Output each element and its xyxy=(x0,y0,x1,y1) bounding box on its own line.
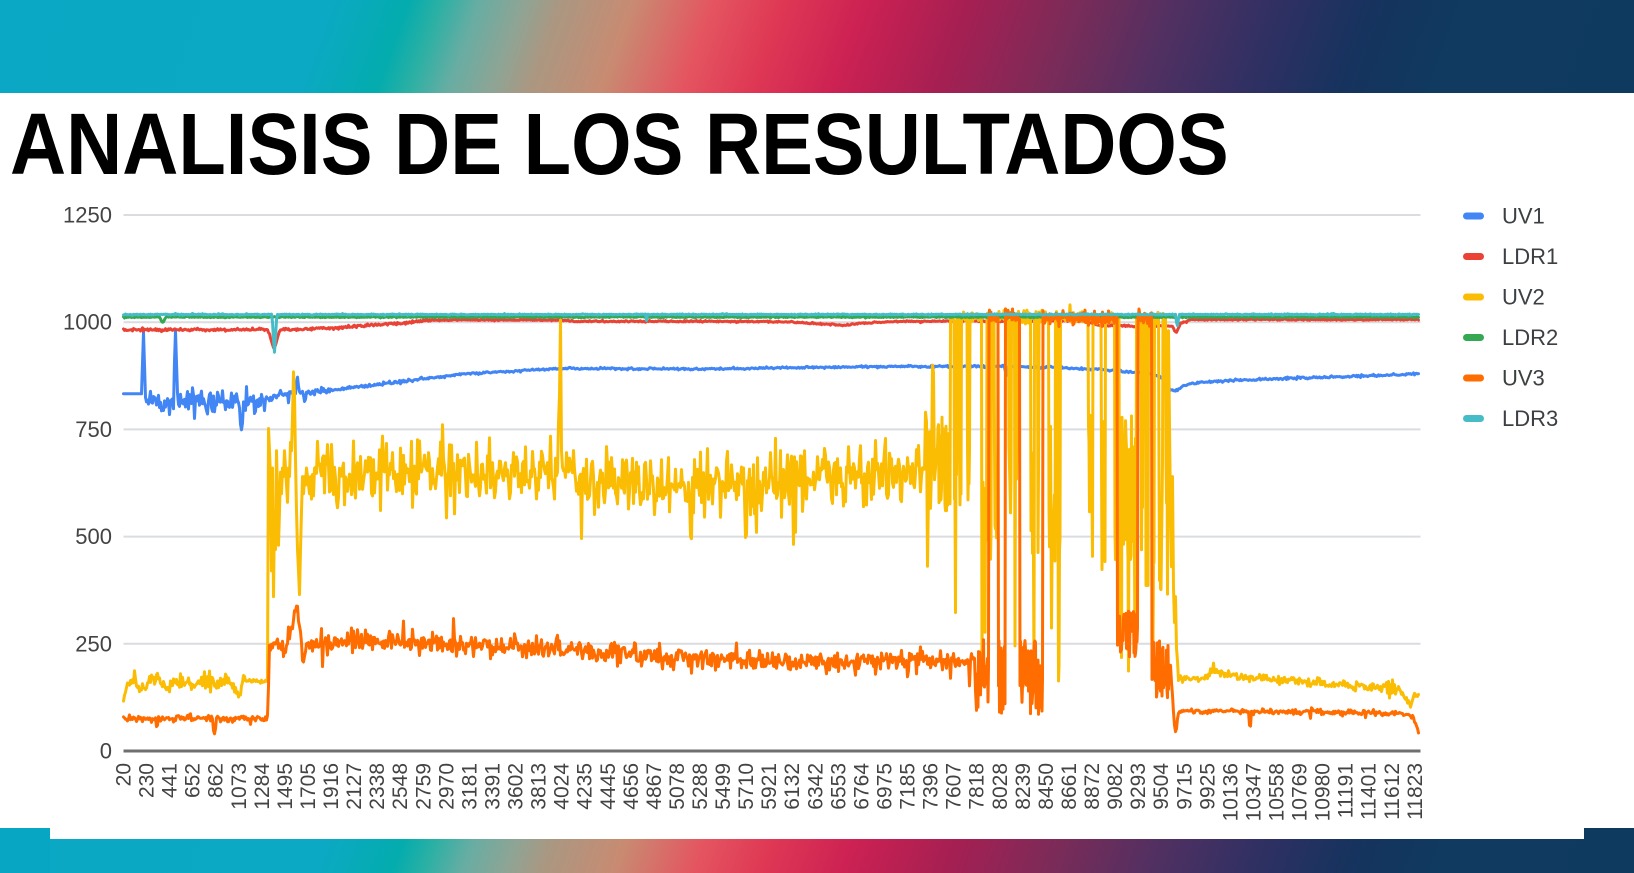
svg-text:652: 652 xyxy=(182,763,205,798)
svg-text:5288: 5288 xyxy=(689,763,712,810)
svg-text:LDR1: LDR1 xyxy=(1502,244,1558,269)
svg-text:8661: 8661 xyxy=(1058,763,1081,810)
svg-text:9715: 9715 xyxy=(1173,763,1196,810)
svg-text:10558: 10558 xyxy=(1266,763,1289,821)
svg-text:11823: 11823 xyxy=(1404,763,1427,820)
svg-text:6342: 6342 xyxy=(804,763,827,810)
svg-text:2970: 2970 xyxy=(435,763,458,810)
svg-text:750: 750 xyxy=(75,417,112,442)
svg-text:9293: 9293 xyxy=(1127,763,1150,810)
svg-text:9082: 9082 xyxy=(1104,763,1127,810)
svg-text:1284: 1284 xyxy=(251,763,274,810)
svg-text:8450: 8450 xyxy=(1035,763,1058,810)
svg-text:7396: 7396 xyxy=(920,763,943,810)
svg-text:1495: 1495 xyxy=(274,763,297,810)
svg-text:230: 230 xyxy=(136,763,159,798)
svg-text:11612: 11612 xyxy=(1381,763,1404,820)
svg-text:4024: 4024 xyxy=(551,763,574,810)
svg-text:7607: 7607 xyxy=(943,763,966,810)
svg-text:5921: 5921 xyxy=(758,763,781,810)
svg-text:10980: 10980 xyxy=(1312,763,1335,821)
svg-text:1250: 1250 xyxy=(63,203,112,228)
svg-text:500: 500 xyxy=(75,524,112,549)
svg-text:1916: 1916 xyxy=(320,763,343,810)
svg-text:862: 862 xyxy=(205,763,228,798)
svg-text:3391: 3391 xyxy=(482,763,505,810)
svg-text:20: 20 xyxy=(113,763,136,786)
svg-text:3181: 3181 xyxy=(458,763,481,810)
svg-text:7185: 7185 xyxy=(897,763,920,810)
svg-text:11191: 11191 xyxy=(1335,763,1358,818)
svg-text:6764: 6764 xyxy=(850,763,873,810)
svg-text:UV1: UV1 xyxy=(1502,204,1545,229)
svg-text:8239: 8239 xyxy=(1012,763,1035,810)
svg-text:3813: 3813 xyxy=(528,763,551,810)
svg-text:2548: 2548 xyxy=(389,763,412,810)
svg-text:9925: 9925 xyxy=(1196,763,1219,810)
svg-text:8028: 8028 xyxy=(989,763,1012,810)
svg-text:LDR2: LDR2 xyxy=(1502,325,1558,350)
svg-text:10347: 10347 xyxy=(1242,763,1265,821)
svg-text:6132: 6132 xyxy=(781,763,804,810)
svg-text:441: 441 xyxy=(159,763,182,798)
svg-text:2127: 2127 xyxy=(343,763,366,810)
svg-text:5710: 5710 xyxy=(735,763,758,810)
svg-text:4656: 4656 xyxy=(620,763,643,810)
svg-text:5078: 5078 xyxy=(666,763,689,810)
svg-text:7818: 7818 xyxy=(966,763,989,810)
svg-text:0: 0 xyxy=(100,739,112,764)
svg-text:250: 250 xyxy=(75,631,112,656)
svg-text:9504: 9504 xyxy=(1150,763,1173,810)
svg-text:4445: 4445 xyxy=(597,763,620,810)
svg-text:UV3: UV3 xyxy=(1502,366,1545,391)
svg-text:4867: 4867 xyxy=(643,763,666,810)
svg-text:10769: 10769 xyxy=(1289,763,1312,821)
svg-text:3602: 3602 xyxy=(505,763,528,810)
svg-text:1000: 1000 xyxy=(63,310,112,335)
svg-text:LDR3: LDR3 xyxy=(1502,406,1558,431)
svg-text:1073: 1073 xyxy=(228,763,251,810)
svg-text:8872: 8872 xyxy=(1081,763,1104,810)
svg-text:4235: 4235 xyxy=(574,763,597,810)
svg-text:6975: 6975 xyxy=(874,763,897,810)
svg-text:5499: 5499 xyxy=(712,763,735,810)
svg-text:UV2: UV2 xyxy=(1502,285,1545,310)
svg-text:1705: 1705 xyxy=(297,763,320,810)
svg-text:2338: 2338 xyxy=(366,763,389,810)
svg-text:2759: 2759 xyxy=(412,763,435,810)
svg-text:10136: 10136 xyxy=(1219,763,1242,821)
svg-text:6553: 6553 xyxy=(827,763,850,810)
svg-text:11401: 11401 xyxy=(1358,763,1381,820)
